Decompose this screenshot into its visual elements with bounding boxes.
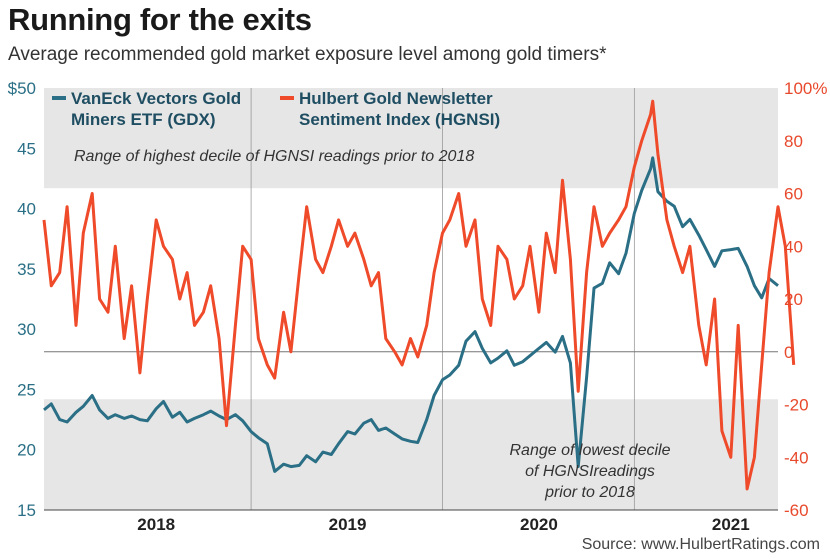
low-decile-annotation: prior to 2018 — [544, 484, 635, 501]
gdx-series-line — [43, 156, 779, 473]
legend-label-gdx: Miners ETF (GDX) — [71, 110, 216, 129]
right-axis-tick-label: -20 — [784, 396, 809, 415]
chart-title: Running for the exits — [8, 2, 312, 37]
left-axis-tick-label: 25 — [17, 380, 36, 399]
left-axis-tick-label: 35 — [17, 260, 36, 279]
right-axis-tick-label: 0 — [784, 343, 793, 362]
left-axis-tick-label: 15 — [17, 501, 36, 520]
legend-label-hgnsi: Hulbert Gold Newsletter — [299, 89, 493, 108]
right-axis-tick-label: 60 — [784, 185, 803, 204]
legend-label-gdx: VanEck Vectors Gold — [71, 89, 241, 108]
high-decile-annotation: Range of highest decile of HGNSI reading… — [74, 148, 474, 165]
right-axis-tick-label: 100% — [784, 79, 827, 98]
x-axis-tick-label: 2018 — [137, 515, 175, 534]
chart-subtitle: Average recommended gold market exposure… — [8, 44, 607, 65]
left-axis-tick-label: 40 — [17, 200, 36, 219]
left-axis-tick-label: 30 — [17, 320, 36, 339]
left-axis-tick-label: 45 — [17, 139, 36, 158]
right-axis-tick-label: -40 — [784, 448, 809, 467]
low-decile-annotation: Range of lowest decile — [510, 442, 671, 459]
right-axis-tick-label: -60 — [784, 501, 809, 520]
legend-label-hgnsi: Sentiment Index (HGNSI) — [299, 110, 500, 129]
hgnsi-series-line — [42, 99, 796, 491]
x-axis-tick-label: 2019 — [329, 515, 367, 534]
x-axis-tick-label: 2020 — [520, 515, 558, 534]
left-axis-tick-label: 20 — [17, 441, 36, 460]
decile-band-1 — [44, 399, 778, 510]
low-decile-annotation: of HGNSIreadings — [525, 463, 655, 480]
right-axis-tick-label: 20 — [784, 290, 803, 309]
x-axis-tick-label: 2021 — [712, 515, 750, 534]
right-axis-tick-label: 40 — [784, 237, 803, 256]
left-axis-tick-label: $50 — [8, 79, 36, 98]
right-axis-tick-label: 80 — [784, 132, 803, 151]
source-note: Source: www.HulbertRatings.com — [581, 536, 820, 553]
